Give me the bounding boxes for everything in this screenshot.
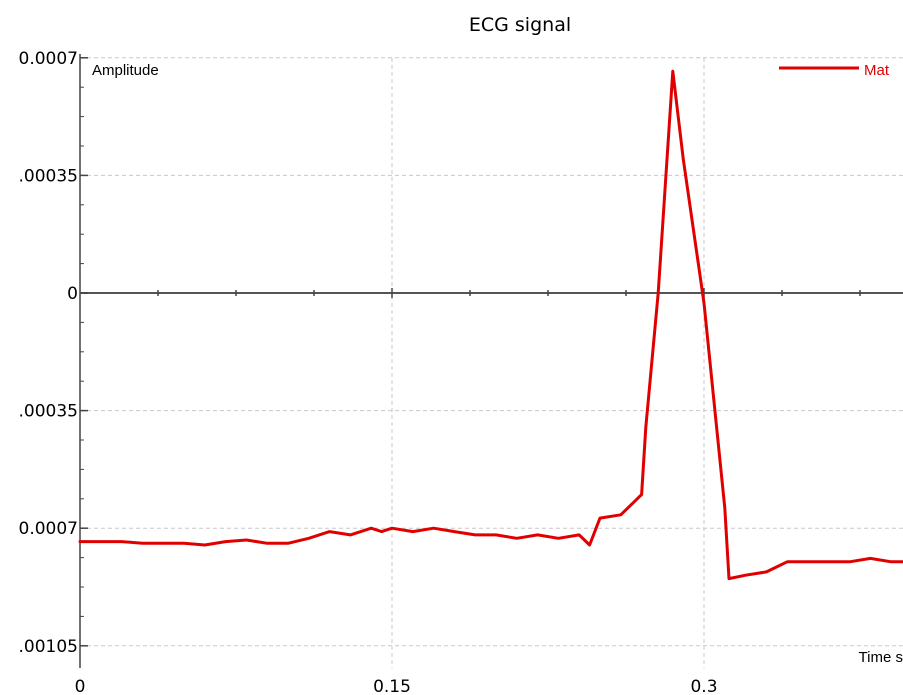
- x-tick-label: 0: [75, 677, 86, 695]
- y-tick-labels: 0.0007 .00035 0 .00035 0.0007 .00105: [19, 49, 78, 657]
- y-tick-label: .00035: [19, 166, 78, 186]
- y-tick-label: 0.0007: [19, 519, 78, 539]
- y-tick-label: .00035: [19, 402, 78, 422]
- x-axis-title: Time s: [859, 649, 903, 666]
- y-tick-label: .00105: [19, 637, 78, 657]
- chart-title: ECG signal: [469, 14, 571, 36]
- plot-area: [78, 69, 903, 581]
- y-tick-label: 0: [67, 284, 78, 304]
- legend[interactable]: Mat: [779, 62, 890, 79]
- y-tick-label: 0.0007: [19, 49, 78, 69]
- x-tick-label: 0.3: [690, 677, 717, 695]
- grid-lines: [80, 57, 903, 668]
- x-tick-label: 0.15: [373, 677, 411, 695]
- axes: [79, 54, 903, 668]
- legend-label: Mat: [864, 62, 890, 79]
- y-axis-title: Amplitude: [92, 62, 159, 79]
- x-tick-labels: 00.150.30.450.60.75: [75, 677, 718, 695]
- series-line: [78, 69, 903, 581]
